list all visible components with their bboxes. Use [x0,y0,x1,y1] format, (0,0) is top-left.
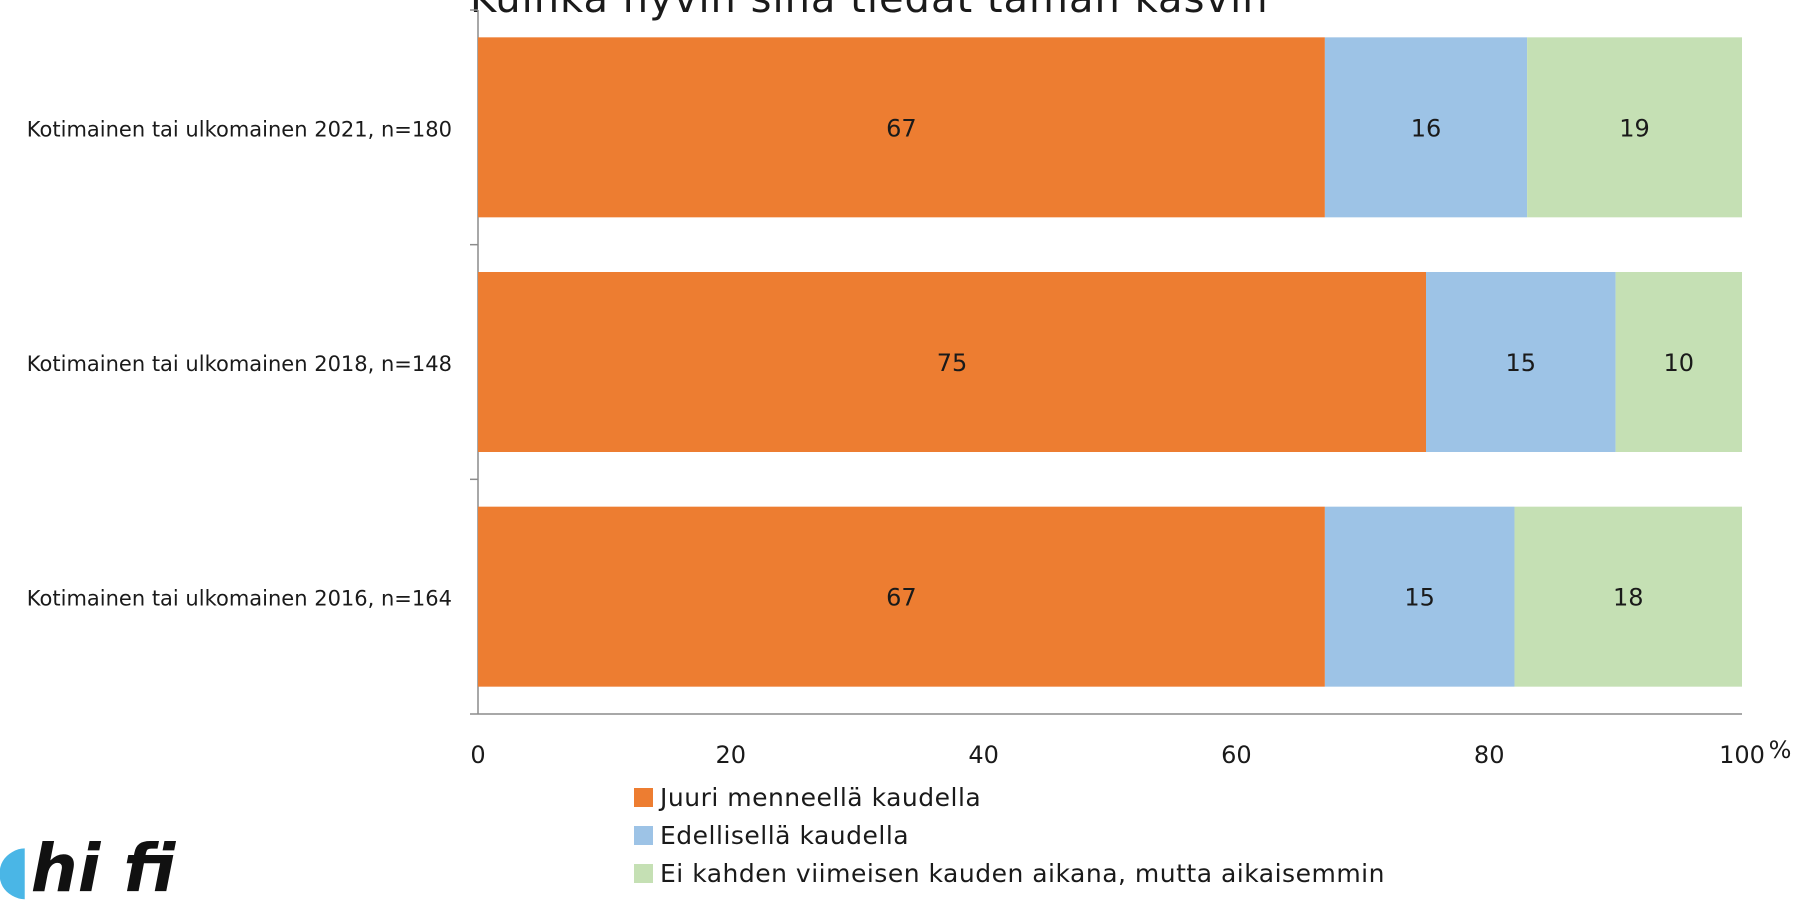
data-label: 16 [1411,114,1442,142]
x-tick-label: 100 [1719,741,1765,769]
legend-swatch [634,788,653,807]
x-tick-label: 60 [1221,741,1252,769]
legend-label: Juuri menneellä kaudella [660,783,981,812]
x-unit-label: % [1769,736,1792,764]
category-label: Kotimainen tai ulkomainen 2016, n=164 [27,587,452,611]
x-tick-label: 80 [1474,741,1505,769]
legend-label: Edellisellä kaudella [660,821,909,850]
data-label: 75 [937,349,968,377]
legend-item-juuri: Juuri menneellä kaudella [634,778,1385,816]
data-label: 15 [1404,584,1435,612]
category-label: Kotimainen tai ulkomainen 2021, n=180 [27,117,452,141]
data-label: 18 [1613,584,1644,612]
data-label: 19 [1619,114,1650,142]
logo: ◖hi fi [0,830,175,907]
x-tick-label: 0 [470,741,485,769]
legend: Juuri menneellä kaudella Edellisellä kau… [634,778,1385,892]
category-label: Kotimainen tai ulkomainen 2018, n=148 [27,352,452,376]
data-label: 67 [886,114,917,142]
x-tick-label: 20 [716,741,747,769]
data-label: 10 [1664,349,1695,377]
data-label: 67 [886,584,917,612]
legend-label: Ei kahden viimeisen kauden aikana, mutta… [660,859,1385,888]
legend-item-edellinen: Edellisellä kaudella [634,816,1385,854]
legend-swatch [634,864,653,883]
x-tick-label: 40 [968,741,999,769]
data-label: 15 [1506,349,1537,377]
legend-swatch [634,826,653,845]
legend-item-aikaisemmin: Ei kahden viimeisen kauden aikana, mutta… [634,854,1385,892]
